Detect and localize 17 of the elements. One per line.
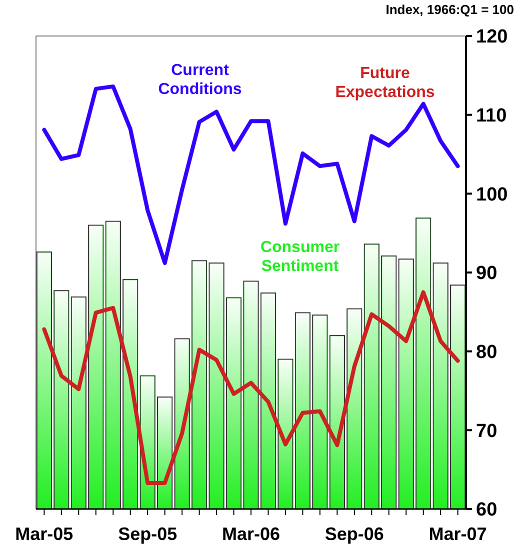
line-series (42, 290, 460, 485)
y-tick-label: 110 (476, 105, 507, 126)
y-tick-label: 90 (476, 263, 498, 284)
x-tick-label: Sep-05 (118, 524, 178, 544)
x-tick-label: Mar-07 (428, 524, 487, 544)
y-tick-label: 60 (476, 500, 498, 521)
y-tick-label: 70 (476, 420, 498, 442)
text: Future Expectations (335, 65, 435, 102)
series-label: Current Conditions (158, 62, 242, 98)
y-tick-label: 80 (476, 342, 498, 363)
x-tick-label: Mar-05 (15, 524, 74, 544)
x-tick-label: Mar-06 (222, 524, 280, 544)
series-label: Consumer Sentiment (260, 239, 340, 276)
x-tick-label: Sep-06 (324, 524, 384, 544)
y-tick-label: 120 (476, 26, 508, 48)
y-tick-label: 100 (476, 184, 508, 206)
y-axis-title: Index, 1966:Q1 = 100 (386, 2, 514, 17)
